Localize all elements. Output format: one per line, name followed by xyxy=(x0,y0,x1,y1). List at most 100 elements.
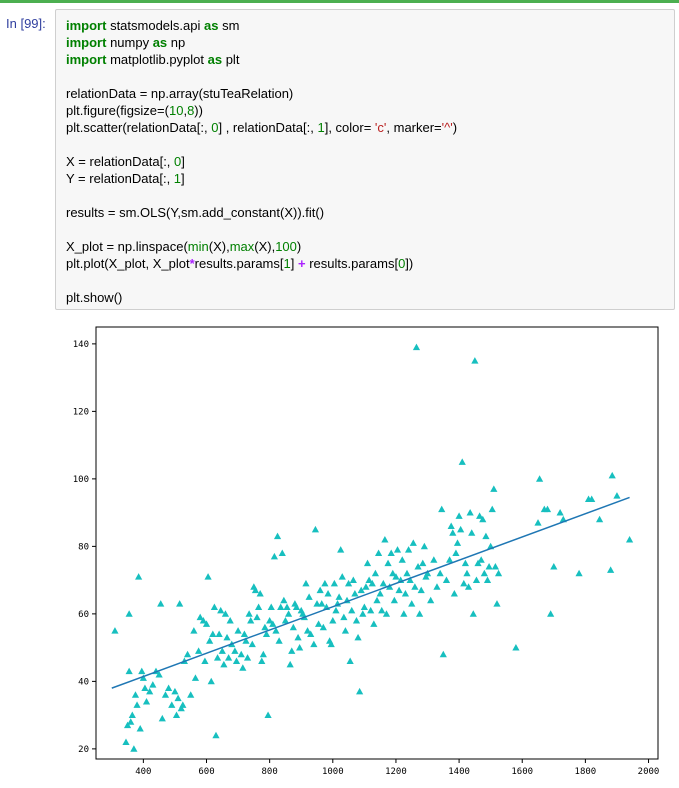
scatter-point xyxy=(266,617,274,624)
code-token: ]) xyxy=(405,256,414,271)
scatter-point xyxy=(423,569,432,577)
scatter-point xyxy=(206,637,214,644)
code-token: 100 xyxy=(275,239,297,254)
scatter-point xyxy=(135,573,143,580)
scatter-point xyxy=(608,471,616,479)
scatter-point xyxy=(534,519,542,526)
code-editor[interactable]: import statsmodels.api as sm import numpy… xyxy=(66,17,457,306)
scatter-point xyxy=(370,620,378,627)
scatter-point xyxy=(122,738,130,746)
code-line: results = sm.OLS(Y,sm.add_constant(X)).f… xyxy=(66,204,457,221)
scatter-point xyxy=(213,654,222,661)
scatter-point xyxy=(247,617,255,624)
scatter-point xyxy=(406,576,414,584)
scatter-point xyxy=(403,569,411,577)
scatter-point xyxy=(447,522,455,530)
scatter-point xyxy=(280,596,288,604)
scatter-point xyxy=(264,711,272,719)
scatter-point xyxy=(330,579,338,587)
code-token: 8 xyxy=(187,103,195,118)
code-token: ] xyxy=(290,256,298,271)
scatter-point xyxy=(248,640,256,648)
plot-frame xyxy=(95,326,659,760)
scatter-point xyxy=(411,583,419,590)
x-tick-label: 400 xyxy=(135,767,151,777)
cell-prompt: In [99]: xyxy=(6,16,46,31)
scatter-point xyxy=(123,721,132,729)
y-tick-label: 60 xyxy=(78,610,89,620)
scatter-point xyxy=(376,590,384,597)
scatter-point xyxy=(367,606,375,614)
scatter-point xyxy=(494,569,503,577)
scatter-point xyxy=(550,563,558,570)
scatter-point xyxy=(329,617,337,624)
scatter-point xyxy=(111,627,119,634)
x-tick-label: 1400 xyxy=(448,767,470,777)
scatter-point xyxy=(420,542,428,550)
scatter-point xyxy=(220,660,228,668)
scatter-point xyxy=(259,650,267,658)
scatter-point xyxy=(417,586,425,594)
code-cell[interactable]: import statsmodels.api as sm import numpy… xyxy=(55,9,675,310)
code-line xyxy=(66,221,457,238)
code-token: (X), xyxy=(254,239,276,254)
x-tick-label: 1000 xyxy=(322,767,344,777)
scatter-point xyxy=(442,576,451,584)
scatter-point xyxy=(187,691,195,698)
code-token: )) xyxy=(194,103,203,118)
scatter-point xyxy=(273,532,282,540)
scatter-point xyxy=(190,627,198,634)
scatter-point xyxy=(125,667,133,675)
scatter-point xyxy=(179,701,187,708)
scatter-point xyxy=(262,630,271,638)
scatter-point xyxy=(303,627,312,634)
scatter-point xyxy=(419,559,427,567)
scatter-point xyxy=(469,610,477,617)
code-token: numpy xyxy=(106,35,153,50)
code-token: ] xyxy=(181,171,185,186)
scatter-point xyxy=(269,620,277,627)
scatter-point xyxy=(130,745,138,752)
code-token: results.params[ xyxy=(194,256,284,271)
code-token: plt.scatter(relationData[:, xyxy=(66,120,212,135)
scatter-point xyxy=(283,603,291,611)
code-token: , marker= xyxy=(386,120,442,135)
code-token: 0 xyxy=(211,120,219,135)
code-token: ], color= xyxy=(324,120,375,135)
scatter-point xyxy=(613,492,621,499)
scatter-point xyxy=(231,647,239,654)
scatter-point xyxy=(127,718,135,725)
scatter-point xyxy=(466,509,474,516)
code-token: statsmodels.api xyxy=(106,18,204,33)
scatter-point xyxy=(390,596,398,604)
scatter-point xyxy=(223,633,231,641)
scatter-point xyxy=(196,613,204,621)
code-token: Y = relationData[:, xyxy=(66,171,174,186)
x-tick-label: 1600 xyxy=(511,767,533,777)
scatter-point xyxy=(292,603,301,611)
x-tick-label: 1800 xyxy=(575,767,597,777)
scatter-point xyxy=(158,714,166,722)
scatter-point xyxy=(414,563,422,570)
scatter-point xyxy=(310,640,318,648)
scatter-point xyxy=(149,681,157,688)
scatter-point xyxy=(142,698,151,705)
scatter-point xyxy=(212,731,220,739)
scatter-point xyxy=(436,569,444,577)
scatter-point xyxy=(133,701,141,708)
scatter-point xyxy=(368,579,376,587)
scatter-point xyxy=(183,650,192,658)
scatter-point xyxy=(270,552,278,560)
scatter-point xyxy=(408,600,416,607)
scatter-point xyxy=(204,573,212,580)
scatter-point xyxy=(161,691,170,698)
scatter-point xyxy=(412,343,421,351)
scatter-point xyxy=(302,579,310,587)
scatter-point xyxy=(439,650,447,658)
code-token: ) xyxy=(296,239,302,254)
scatter-point xyxy=(327,640,335,648)
scatter-point xyxy=(176,600,184,607)
code-token: plt xyxy=(222,52,240,67)
code-token: matplotlib.pyplot xyxy=(106,52,208,67)
scatter-point xyxy=(422,573,430,580)
